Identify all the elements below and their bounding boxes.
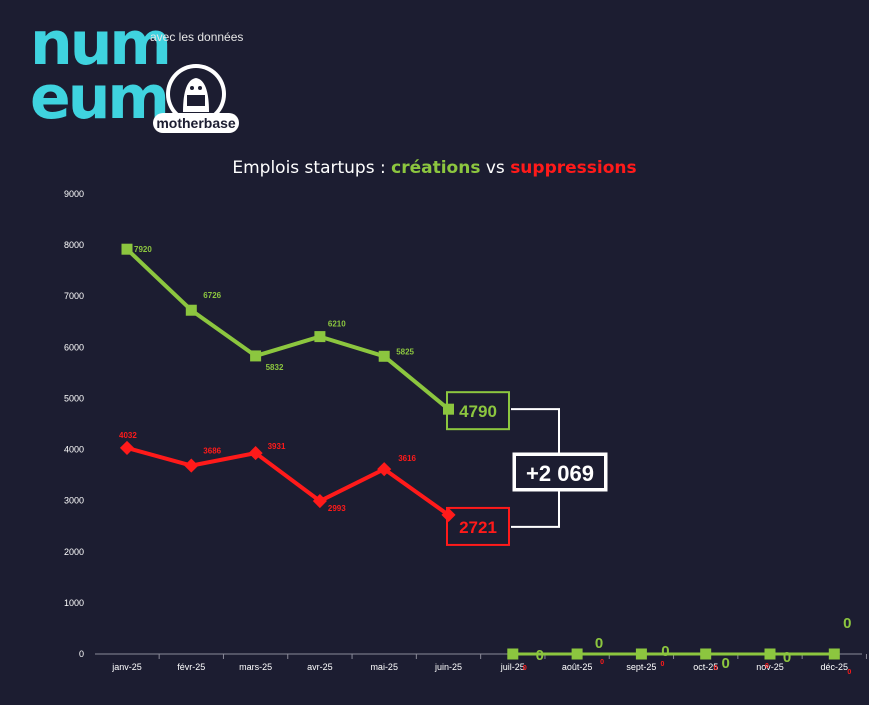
with-data-caption: avec les données (150, 30, 244, 44)
suppressions-point (184, 458, 199, 473)
creations-point (443, 403, 454, 415)
creations-point (314, 331, 326, 343)
y-tick-label: 2000 (64, 547, 84, 557)
creations-point (121, 243, 133, 255)
x-tick-label: janv-25 (111, 662, 142, 672)
creations-zero-label: 0 (722, 655, 730, 672)
y-tick-label: 4000 (64, 445, 84, 455)
y-tick-label: 3000 (64, 496, 84, 506)
suppressions-zero-label: 0 (714, 665, 718, 672)
creations-data-label: 7920 (134, 245, 152, 254)
creations-highlight-box (446, 391, 510, 431)
x-tick-label: mars-25 (239, 662, 272, 672)
y-tick-label: 9000 (64, 189, 84, 199)
x-tick-label: juin-25 (434, 662, 462, 672)
title-prefix: Emplois startups : (232, 158, 392, 178)
creations-zero-label: 0 (661, 643, 669, 660)
y-tick-label: 7000 (64, 291, 84, 301)
creations-point (571, 648, 583, 660)
suppressions-data-label: 3616 (398, 454, 416, 463)
difference-box-inner (516, 456, 604, 488)
chart-title: Emplois startups : créations vs suppress… (0, 158, 869, 178)
x-tick-label: oct-25 (693, 662, 718, 672)
creations-data-label: 6210 (328, 320, 346, 329)
suppressions-zero-label: 0 (660, 661, 664, 668)
creations-point (378, 350, 390, 362)
creations-zero-label: 0 (595, 635, 603, 652)
suppressions-data-label: 3686 (203, 447, 221, 456)
suppressions-zero-label: 0 (765, 663, 769, 670)
creations-point (764, 648, 776, 660)
x-tick-label: avr-25 (307, 662, 333, 672)
y-tick-label: 6000 (64, 342, 84, 352)
suppressions-point (377, 462, 392, 477)
suppressions-line (126, 445, 450, 517)
creations-zero-label: 0 (783, 649, 791, 666)
x-tick-label: juil-25 (500, 662, 525, 672)
numeum-logo-line-1: num (30, 9, 172, 79)
suppressions-zero-label: 0 (523, 665, 527, 672)
creations-point (250, 350, 262, 362)
suppressions-data-label: 4032 (119, 431, 137, 440)
creations-point (635, 648, 647, 660)
y-tick-label: 0 (79, 649, 84, 659)
title-middle: vs (480, 158, 511, 178)
difference-label: +2 069 (526, 461, 594, 486)
suppressions-zero-label: 0 (600, 659, 604, 666)
creations-point (507, 648, 519, 660)
creations-zero-label: 0 (536, 647, 544, 664)
creations-point (185, 304, 197, 316)
suppressions-data-label: 2993 (328, 504, 346, 513)
y-tick-label: 1000 (64, 598, 84, 608)
suppressions-point (248, 446, 263, 461)
suppressions-data-label: 3931 (268, 442, 286, 451)
suppressions-highlight-box (446, 506, 510, 546)
x-tick-label: août-25 (562, 662, 593, 672)
motherbase-logo-text: motherbase (153, 113, 239, 133)
x-tick-label: nov-25 (756, 662, 784, 672)
y-tick-label: 8000 (64, 240, 84, 250)
creations-data-label: 5825 (396, 347, 414, 356)
creations-point (700, 648, 712, 660)
x-tick-label: sept-25 (626, 662, 656, 672)
creations-highlight-label: 4790 (459, 402, 497, 421)
numeum-logo-line-2: eum (30, 63, 170, 133)
suppressions-point (312, 493, 327, 509)
y-tick-label: 5000 (64, 393, 84, 403)
numeum-logo: num eum (30, 9, 172, 133)
creations-zero-label: 0 (843, 615, 851, 632)
creations-point (828, 648, 840, 660)
x-tick-label: déc-25 (821, 662, 849, 672)
motherbase-mascot-icon (166, 64, 226, 124)
suppressions-point (119, 440, 135, 455)
creations-data-label: 6726 (203, 291, 221, 300)
creations-line (125, 247, 450, 411)
creations-data-label: 5832 (266, 363, 284, 372)
suppressions-highlight-label: 2721 (459, 518, 497, 537)
title-creations: créations (391, 158, 481, 178)
x-tick-label: févr-25 (177, 662, 205, 672)
suppressions-zero-label: 0 (847, 669, 851, 676)
x-tick-label: mai-25 (370, 662, 398, 672)
title-suppressions: suppressions (510, 158, 637, 178)
